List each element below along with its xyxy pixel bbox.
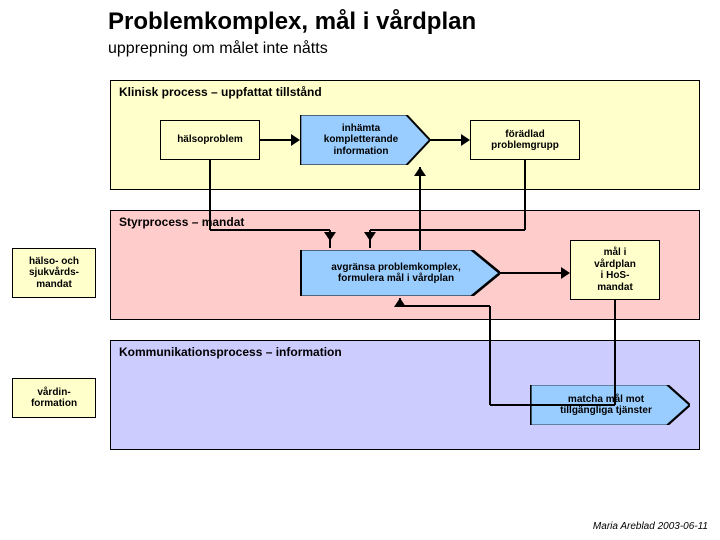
node-mal-vardplan: mål ivårdplani HoS-mandat [570,240,660,300]
sidebox-vardinformation: vårdin-formation [12,378,96,418]
node-avgransa: avgränsa problemkomplex,formulera mål i … [300,250,500,296]
node-halsoproblem: hälsoproblem [160,120,260,160]
node-matcha-mal: matcha mål mottillgängliga tjänster [530,385,690,425]
sidebox-mandat: hälso- ochsjukvårds-mandat [12,248,96,298]
page-subtitle: upprepning om målet inte nåtts [108,40,328,58]
footer-credit: Maria Areblad 2003-06-11 [593,521,708,532]
section-komm-label: Kommunikationsprocess – information [119,345,342,359]
section-klinisk-label: Klinisk process – uppfattat tillstånd [119,85,322,99]
node-inhamta: inhämtakompletterandeinformation [300,115,430,165]
node-foradlad-problemgrupp: förädladproblemgrupp [470,120,580,160]
page-title: Problemkomplex, mål i vårdplan [108,8,476,36]
section-styr-label: Styrprocess – mandat [119,215,244,229]
